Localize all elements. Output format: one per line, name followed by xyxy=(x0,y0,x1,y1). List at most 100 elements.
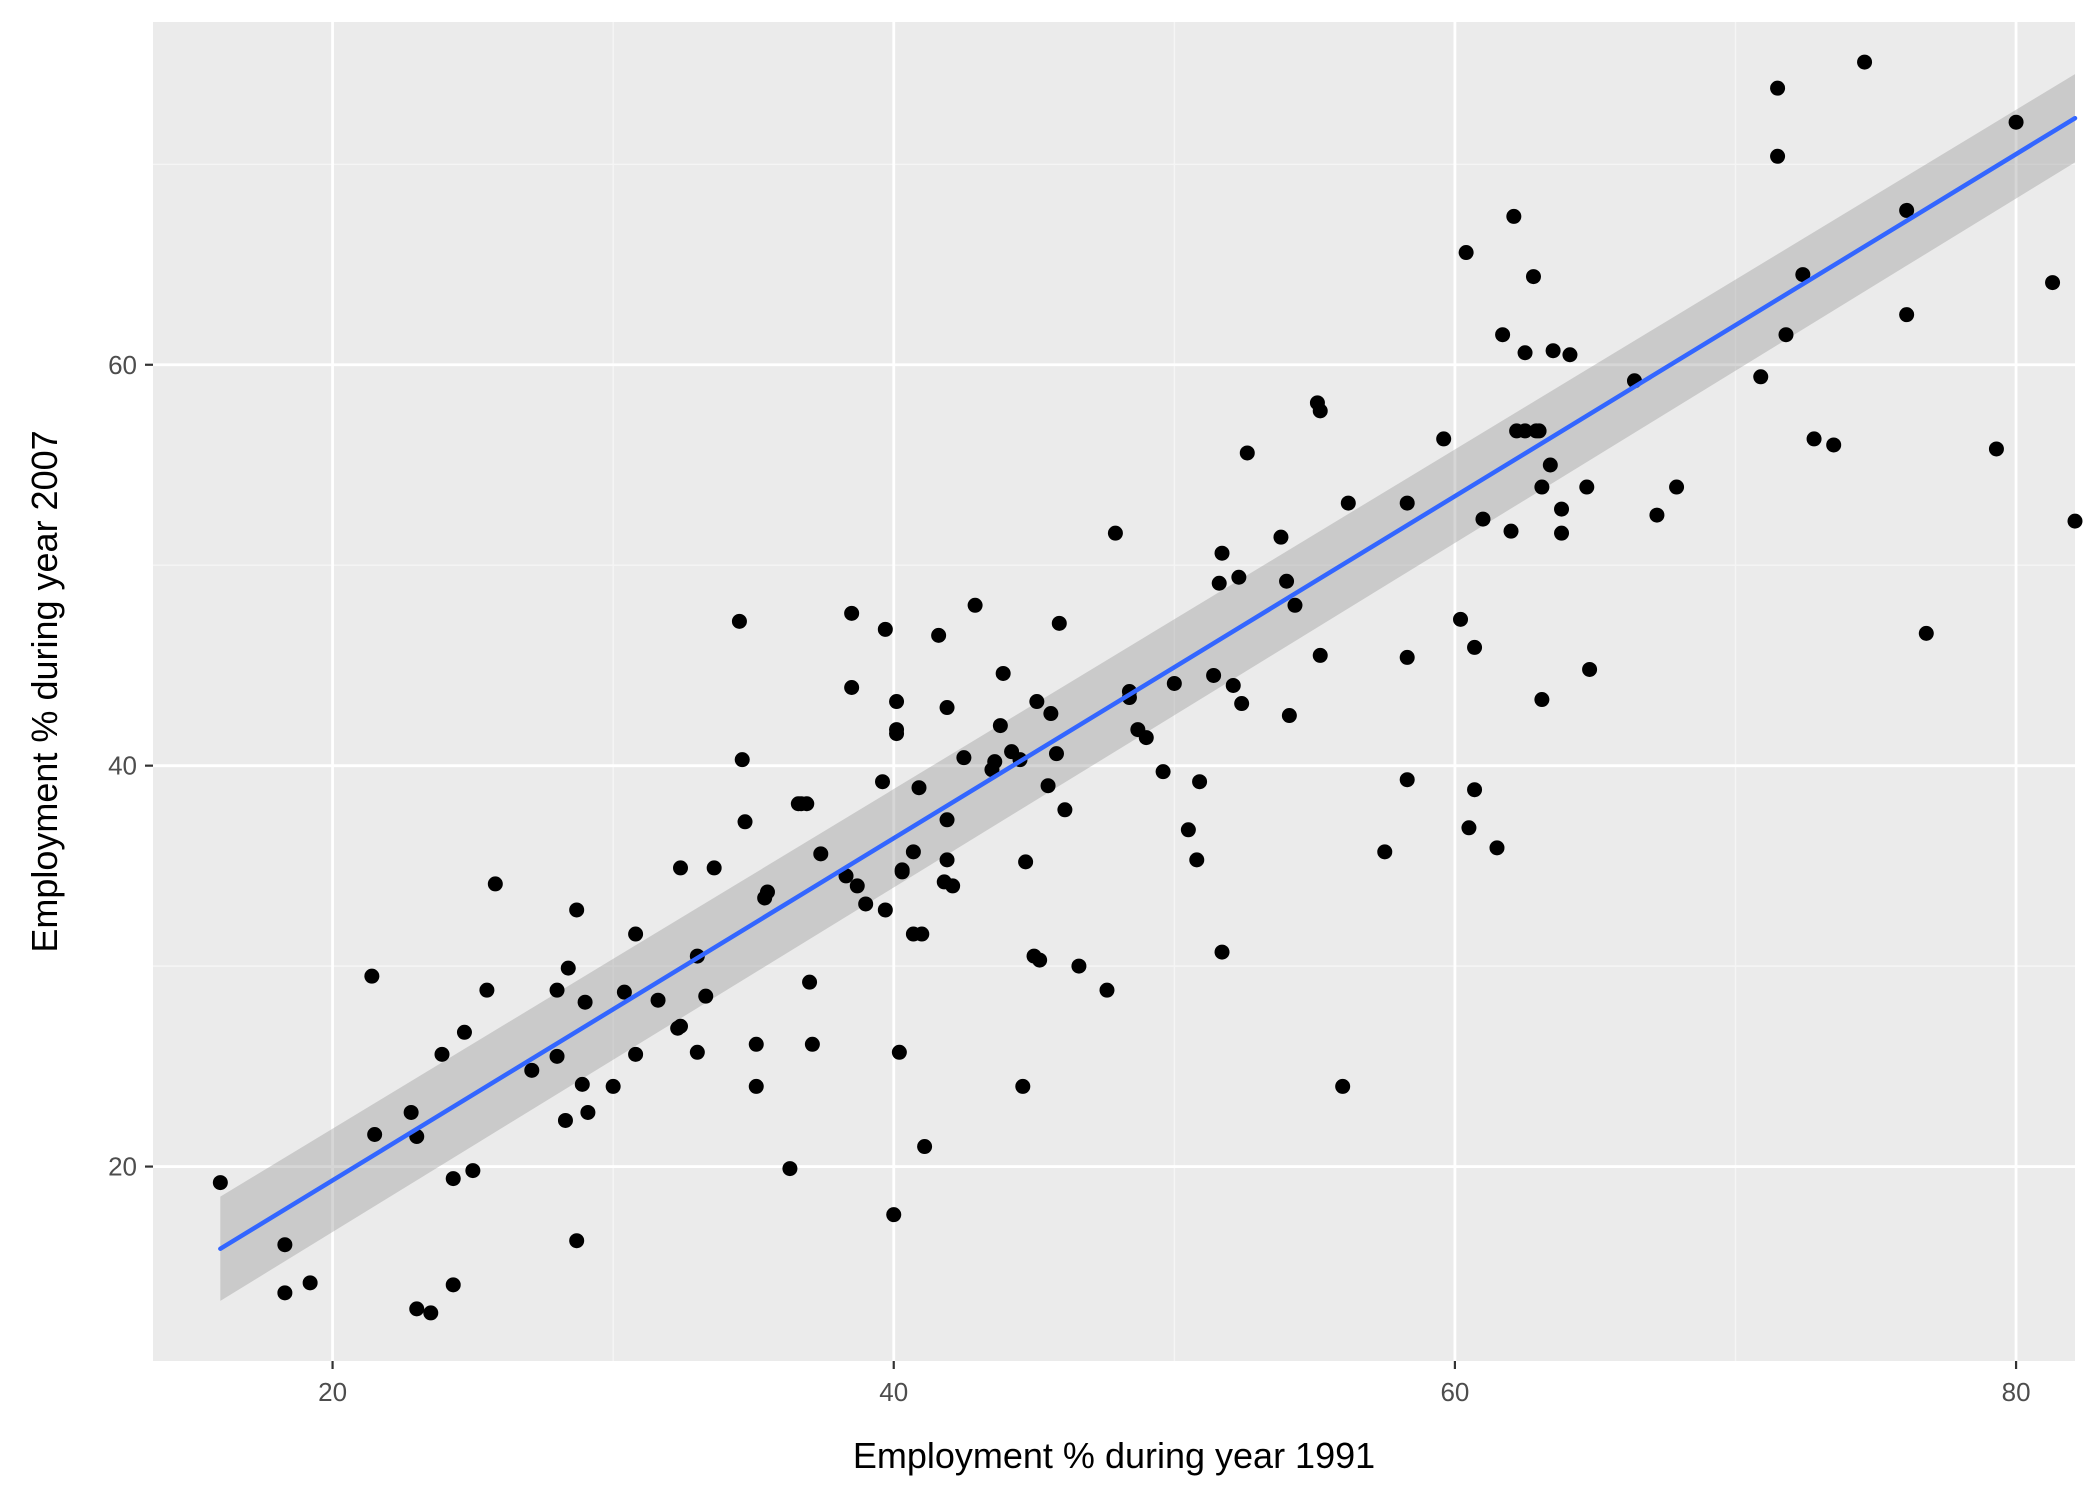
data-point xyxy=(672,1018,688,1034)
data-point xyxy=(1503,523,1519,539)
x-axis-ticks: 20 40 60 80 xyxy=(318,1361,2031,1407)
data-point xyxy=(1554,501,1570,517)
x-tick-label: 40 xyxy=(879,1377,908,1407)
data-point xyxy=(2067,513,2083,529)
data-point xyxy=(914,926,930,942)
data-point xyxy=(1189,852,1205,868)
data-point xyxy=(277,1285,293,1301)
data-point xyxy=(1806,431,1822,447)
data-point xyxy=(1669,479,1685,495)
data-point xyxy=(672,860,688,876)
data-point xyxy=(1107,525,1123,541)
data-point xyxy=(1312,647,1328,663)
data-point xyxy=(1795,267,1811,283)
regression-line xyxy=(218,115,2078,1251)
data-point xyxy=(1458,245,1474,261)
data-point xyxy=(939,812,955,828)
data-point xyxy=(569,1233,585,1249)
data-point xyxy=(1155,764,1171,780)
data-point xyxy=(931,627,947,643)
data-point xyxy=(487,876,503,892)
plot-panel xyxy=(153,22,2075,1361)
minor-gridlines xyxy=(153,22,2075,1361)
data-point xyxy=(1562,347,1578,363)
data-point xyxy=(1649,507,1665,523)
data-point xyxy=(734,752,750,768)
data-point xyxy=(1029,694,1045,710)
data-point xyxy=(1071,958,1087,974)
data-point xyxy=(1279,573,1295,589)
data-point xyxy=(1099,982,1115,998)
data-point xyxy=(409,1301,425,1317)
data-point xyxy=(1770,80,1786,96)
data-point xyxy=(616,984,632,1000)
data-point xyxy=(1225,677,1241,693)
x-tick-label: 60 xyxy=(1440,1377,1469,1407)
data-point xyxy=(799,796,815,812)
data-point xyxy=(1015,1078,1031,1094)
data-point xyxy=(1211,575,1227,591)
data-point xyxy=(1517,345,1533,361)
data-point xyxy=(1399,649,1415,665)
data-point xyxy=(992,718,1008,734)
data-point xyxy=(1192,774,1208,790)
data-point xyxy=(1312,403,1328,419)
data-point xyxy=(574,1076,590,1092)
data-point xyxy=(628,1046,644,1062)
data-point xyxy=(465,1163,481,1179)
data-point xyxy=(748,1036,764,1052)
data-point xyxy=(557,1112,573,1128)
data-point xyxy=(1545,343,1561,359)
data-point xyxy=(1040,778,1056,794)
data-point xyxy=(1377,844,1393,860)
data-point xyxy=(804,1036,820,1052)
data-point xyxy=(1542,457,1558,473)
data-point xyxy=(894,864,910,880)
data-point xyxy=(364,968,380,984)
data-point xyxy=(1582,661,1598,677)
data-point xyxy=(987,754,1003,770)
data-point xyxy=(905,844,921,860)
data-point xyxy=(748,1078,764,1094)
data-point xyxy=(549,1048,565,1064)
data-point xyxy=(569,902,585,918)
data-point xyxy=(1506,208,1522,224)
data-point xyxy=(1399,772,1415,788)
data-point xyxy=(445,1171,461,1187)
data-point xyxy=(1436,431,1452,447)
data-point xyxy=(367,1126,383,1142)
data-point xyxy=(212,1175,228,1191)
data-point xyxy=(706,860,722,876)
data-point xyxy=(1287,597,1303,613)
data-point xyxy=(1899,202,1915,218)
data-point xyxy=(1753,369,1769,385)
data-point xyxy=(731,613,747,629)
data-point xyxy=(995,665,1011,681)
data-point xyxy=(1138,730,1154,746)
data-point xyxy=(434,1046,450,1062)
data-point xyxy=(1234,696,1250,712)
data-point xyxy=(877,621,893,637)
data-point xyxy=(844,605,860,621)
data-point xyxy=(1579,479,1595,495)
data-point xyxy=(849,878,865,894)
x-tick-label: 20 xyxy=(318,1377,347,1407)
data-point xyxy=(813,846,829,862)
data-point xyxy=(277,1237,293,1253)
data-point xyxy=(628,926,644,942)
data-point xyxy=(445,1277,461,1293)
data-point xyxy=(1180,822,1196,838)
data-point xyxy=(1214,944,1230,960)
data-point xyxy=(956,750,972,766)
data-point xyxy=(1467,639,1483,655)
data-point xyxy=(1778,327,1794,343)
data-point xyxy=(1057,802,1073,818)
data-point xyxy=(1534,692,1550,708)
data-point xyxy=(1214,545,1230,561)
data-point xyxy=(844,679,860,695)
data-point xyxy=(560,960,576,976)
data-point xyxy=(605,1078,621,1094)
data-point xyxy=(917,1139,933,1155)
data-point xyxy=(1239,445,1255,461)
data-point xyxy=(858,896,874,912)
